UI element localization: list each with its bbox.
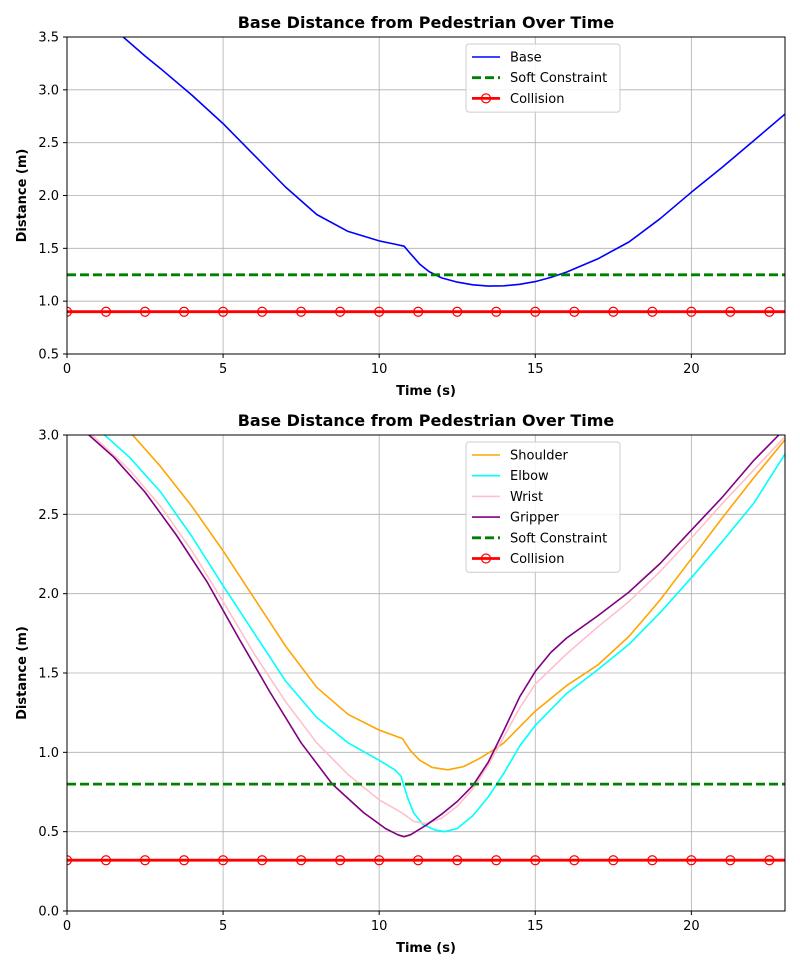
y-tick-label: 2.0 xyxy=(38,189,59,204)
series-elbow-line xyxy=(103,435,785,833)
chart-title: Base Distance from Pedestrian Over Time xyxy=(238,13,615,32)
legend-box xyxy=(465,441,621,573)
series-collision-marker xyxy=(608,306,619,317)
series-shoulder-line xyxy=(132,435,785,771)
series-collision-marker xyxy=(374,306,385,317)
series-collision-marker xyxy=(764,306,775,317)
x-axis-label: Time (s) xyxy=(396,941,456,956)
x-tick-label: 10 xyxy=(371,362,388,377)
y-tick-label: 0.0 xyxy=(38,905,59,920)
series-collision-marker xyxy=(647,855,658,866)
plot-area xyxy=(67,435,785,866)
series-collision-marker xyxy=(296,855,307,866)
series-collision-marker xyxy=(764,855,775,866)
series-collision-marker xyxy=(100,855,112,866)
series-collision-marker xyxy=(217,306,229,317)
series-collision-marker xyxy=(335,306,346,317)
series-collision-marker xyxy=(530,306,541,317)
series-collision-marker xyxy=(569,306,580,317)
y-tick-label: 2.5 xyxy=(38,136,59,151)
y-tick-label: 2.0 xyxy=(38,587,59,602)
series-base-line xyxy=(122,37,785,287)
series-collision-marker xyxy=(139,306,151,317)
y-tick-label: 0.5 xyxy=(38,348,59,363)
series-collision-marker xyxy=(217,855,229,866)
x-tick-label: 0 xyxy=(63,919,71,934)
legend-label-elbow: Elbow xyxy=(510,469,549,484)
legend-label-collision: Collision xyxy=(510,92,564,107)
series-wrist-line xyxy=(91,435,785,825)
series-gripper-line xyxy=(88,435,780,838)
y-tick-label: 3.5 xyxy=(38,31,59,46)
series-collision-marker xyxy=(530,855,541,866)
y-tick-label: 2.5 xyxy=(38,508,59,523)
series-collision-marker xyxy=(413,855,424,866)
series-collision-marker xyxy=(569,855,580,866)
legend-label-gripper: Gripper xyxy=(510,511,560,526)
series-collision-marker xyxy=(608,855,619,866)
legend-marker-collision xyxy=(480,553,492,564)
series-collision-marker xyxy=(67,306,73,317)
y-axis-label: Distance (m) xyxy=(15,626,30,720)
legend-box xyxy=(465,43,621,113)
legend-label-shoulder: Shoulder xyxy=(510,449,569,464)
y-tick-label: 3.0 xyxy=(38,83,59,98)
x-tick-label: 10 xyxy=(371,919,388,934)
series-collision-marker xyxy=(452,855,463,866)
series-collision-marker xyxy=(686,855,697,866)
legend-label-wrist: Wrist xyxy=(510,490,543,505)
y-tick-label: 0.5 xyxy=(38,825,59,840)
series-collision-marker xyxy=(413,306,424,317)
x-tick-label: 15 xyxy=(527,919,544,934)
plot-area xyxy=(67,37,785,317)
legend-label-soft-constraint: Soft Constraint xyxy=(510,531,607,546)
series-collision-marker xyxy=(491,855,502,866)
y-tick-label: 1.0 xyxy=(38,746,59,761)
series-collision-marker xyxy=(335,855,346,866)
x-tick-label: 15 xyxy=(527,362,544,377)
y-tick-label: 1.0 xyxy=(38,295,59,310)
chart-title: Base Distance from Pedestrian Over Time xyxy=(238,411,615,430)
x-tick-label: 0 xyxy=(63,362,71,377)
series-collision-marker xyxy=(374,855,385,866)
chart-top: Base Distance from Pedestrian Over Time 0… xyxy=(15,13,786,399)
series-collision-marker xyxy=(647,306,658,317)
y-tick-label: 3.0 xyxy=(38,429,59,444)
series-collision-marker xyxy=(257,306,268,317)
series-collision-marker xyxy=(452,306,463,317)
series-collision-marker xyxy=(296,306,307,317)
series-collision-marker xyxy=(100,306,112,317)
y-axis-label: Distance (m) xyxy=(15,149,30,243)
legend-marker-collision xyxy=(480,93,492,104)
legend-label-base: Base xyxy=(510,51,542,66)
series-collision-marker xyxy=(725,855,736,866)
y-tick-label: 1.5 xyxy=(38,242,59,257)
legend-label-soft-constraint: Soft Constraint xyxy=(510,71,607,86)
series-collision-marker xyxy=(491,306,502,317)
legend: Shoulder Elbow Wrist Gripper Soft Constraint… xyxy=(465,441,621,573)
series-collision-marker xyxy=(178,306,190,317)
x-tick-label: 5 xyxy=(219,919,227,934)
chart-bottom: Base Distance from Pedestrian Over Time 0… xyxy=(15,411,786,956)
x-axis-label: Time (s) xyxy=(396,384,456,399)
series-collision-marker xyxy=(67,855,73,866)
series-collision-marker xyxy=(686,306,697,317)
series-collision-marker xyxy=(178,855,190,866)
legend: Base Soft Constraint Collision xyxy=(465,43,621,113)
x-tick-label: 20 xyxy=(683,362,700,377)
series-collision-marker xyxy=(725,306,736,317)
x-tick-label: 5 xyxy=(219,362,227,377)
series-collision-marker xyxy=(257,855,268,866)
series-collision-marker xyxy=(139,855,151,866)
y-tick-label: 1.5 xyxy=(38,667,59,682)
x-tick-label: 20 xyxy=(683,919,700,934)
legend-label-collision: Collision xyxy=(510,552,564,567)
